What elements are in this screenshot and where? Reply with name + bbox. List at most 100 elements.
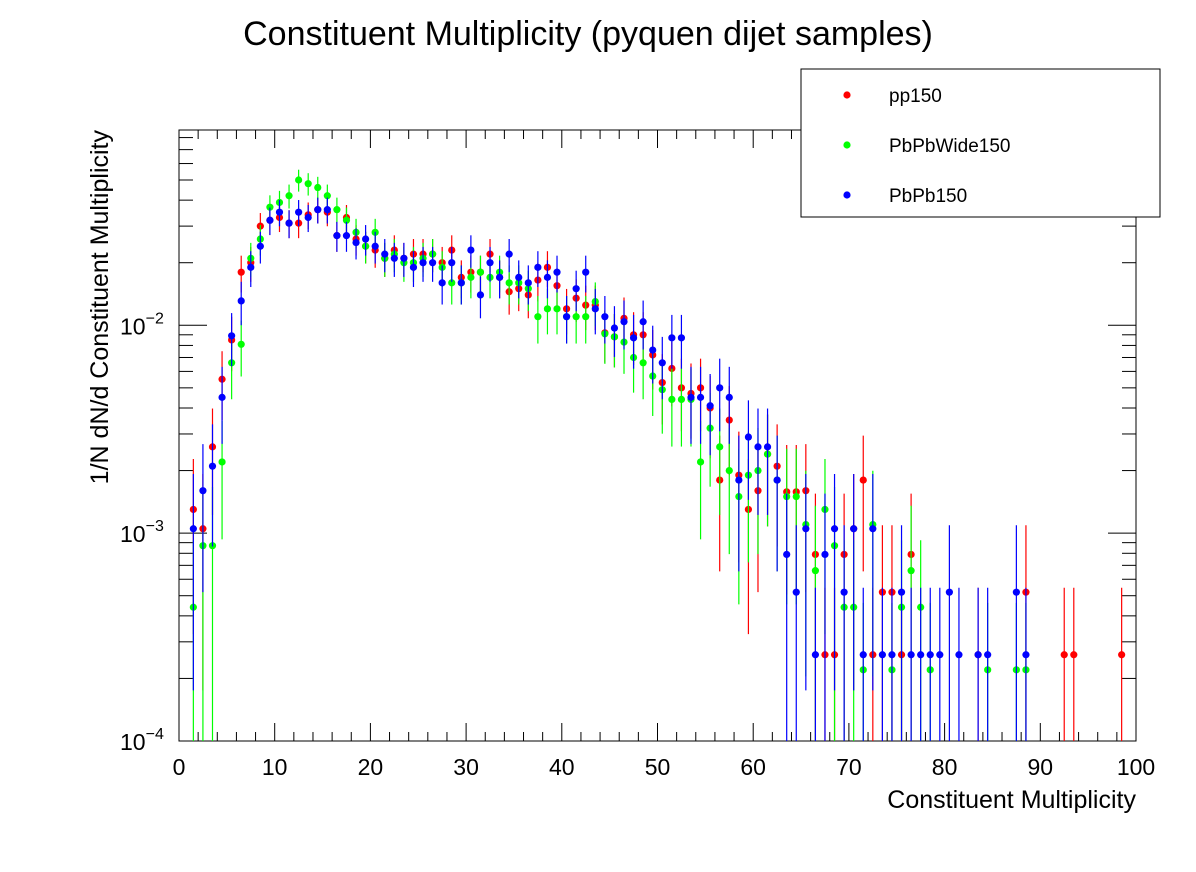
legend-marker: [843, 191, 851, 199]
data-point: [409, 263, 418, 271]
data-point: [505, 250, 513, 258]
legend-marker: [843, 141, 851, 149]
data-point: [792, 588, 800, 596]
data-point: [438, 279, 446, 287]
legend-label: pp150: [889, 86, 942, 107]
data-point: [448, 279, 456, 287]
data-point: [974, 651, 982, 659]
data-point: [476, 268, 485, 276]
data-point: [189, 525, 197, 533]
data-point: [543, 305, 552, 313]
data-point: [419, 259, 427, 267]
data-point: [534, 263, 542, 271]
x-tick-label: 10: [262, 754, 288, 780]
data-point: [582, 268, 590, 276]
data-point: [486, 259, 494, 267]
data-point: [620, 318, 628, 326]
data-point: [763, 443, 772, 451]
data-point: [237, 268, 245, 276]
data-point: [553, 268, 561, 276]
y-tick-label: 10−4: [120, 726, 164, 755]
data-point: [1070, 651, 1078, 659]
data-point: [917, 651, 925, 659]
data-point: [582, 313, 590, 321]
data-point: [677, 334, 686, 342]
x-tick-label: 90: [1028, 754, 1054, 780]
data-point: [668, 395, 676, 403]
data-point: [840, 588, 848, 596]
data-point: [936, 651, 944, 659]
data-point: [811, 651, 820, 659]
data-point: [208, 462, 217, 470]
data-point: [869, 525, 877, 533]
chart-title: Constituent Multiplicity (pyquen dijet s…: [243, 15, 933, 53]
plot-frame: [178, 129, 1137, 742]
data-point: [467, 246, 475, 254]
data-point: [696, 393, 705, 401]
data-point: [314, 206, 322, 214]
data-point: [1118, 651, 1126, 659]
data-point: [457, 279, 465, 287]
data-point: [333, 206, 341, 214]
data-point: [381, 250, 389, 258]
data-point: [687, 393, 695, 401]
x-axis-tick-labels: 0 10 20 30 40 50 60 70 80 90 100: [173, 754, 1156, 780]
data-point: [783, 550, 791, 559]
data-point: [400, 254, 408, 262]
data-point: [362, 235, 370, 243]
data-point: [285, 219, 293, 227]
data-point: [639, 359, 647, 367]
data-point: [534, 313, 542, 321]
data-point: [323, 206, 331, 214]
x-axis-ticks: [178, 130, 1137, 741]
x-tick-label: 70: [836, 754, 862, 780]
data-point: [696, 458, 705, 466]
data-point: [725, 466, 733, 475]
data-point: [859, 476, 867, 484]
data-point: [716, 443, 724, 451]
data-point: [371, 242, 379, 250]
data-point: [275, 208, 284, 216]
data-point: [878, 651, 886, 659]
data-point: [955, 651, 963, 659]
data-point: [342, 216, 351, 224]
data-point: [907, 651, 915, 659]
data-point: [677, 395, 686, 403]
data-point: [926, 651, 934, 659]
data-point: [802, 525, 810, 533]
legend: pp150 PbPbWide150 PbPb150: [800, 68, 1161, 218]
legend-entries: pp150 PbPbWide150 PbPb150: [843, 86, 1010, 207]
data-point: [266, 216, 274, 224]
data-point: [218, 393, 226, 401]
data-point: [811, 567, 820, 575]
data-point: [1022, 651, 1030, 659]
data-point: [295, 176, 303, 184]
data-point: [429, 259, 437, 267]
data-point: [591, 305, 599, 313]
data-point: [218, 458, 226, 466]
data-point: [658, 359, 666, 367]
data-point: [524, 279, 532, 287]
x-tick-label: 0: [173, 754, 186, 780]
data-point: [888, 651, 896, 659]
data-point: [572, 313, 580, 321]
data-point: [505, 279, 513, 287]
data-point: [543, 273, 552, 281]
x-tick-label: 40: [549, 754, 575, 780]
data-point: [744, 433, 753, 441]
legend-marker: [843, 91, 851, 99]
data-point: [304, 213, 312, 222]
data-point: [295, 208, 303, 216]
y-axis-tick-labels: 10−4 10−3 10−2: [120, 310, 164, 755]
data-point: [773, 476, 781, 484]
data-point: [304, 180, 312, 188]
data-point: [553, 305, 561, 313]
x-axis-label: Constituent Multiplicity: [887, 786, 1136, 814]
data-point: [476, 291, 485, 299]
data-point: [754, 443, 762, 451]
legend-box: [800, 68, 1161, 218]
data-point: [285, 192, 293, 200]
data-point: [237, 340, 245, 348]
data-point: [448, 259, 456, 267]
